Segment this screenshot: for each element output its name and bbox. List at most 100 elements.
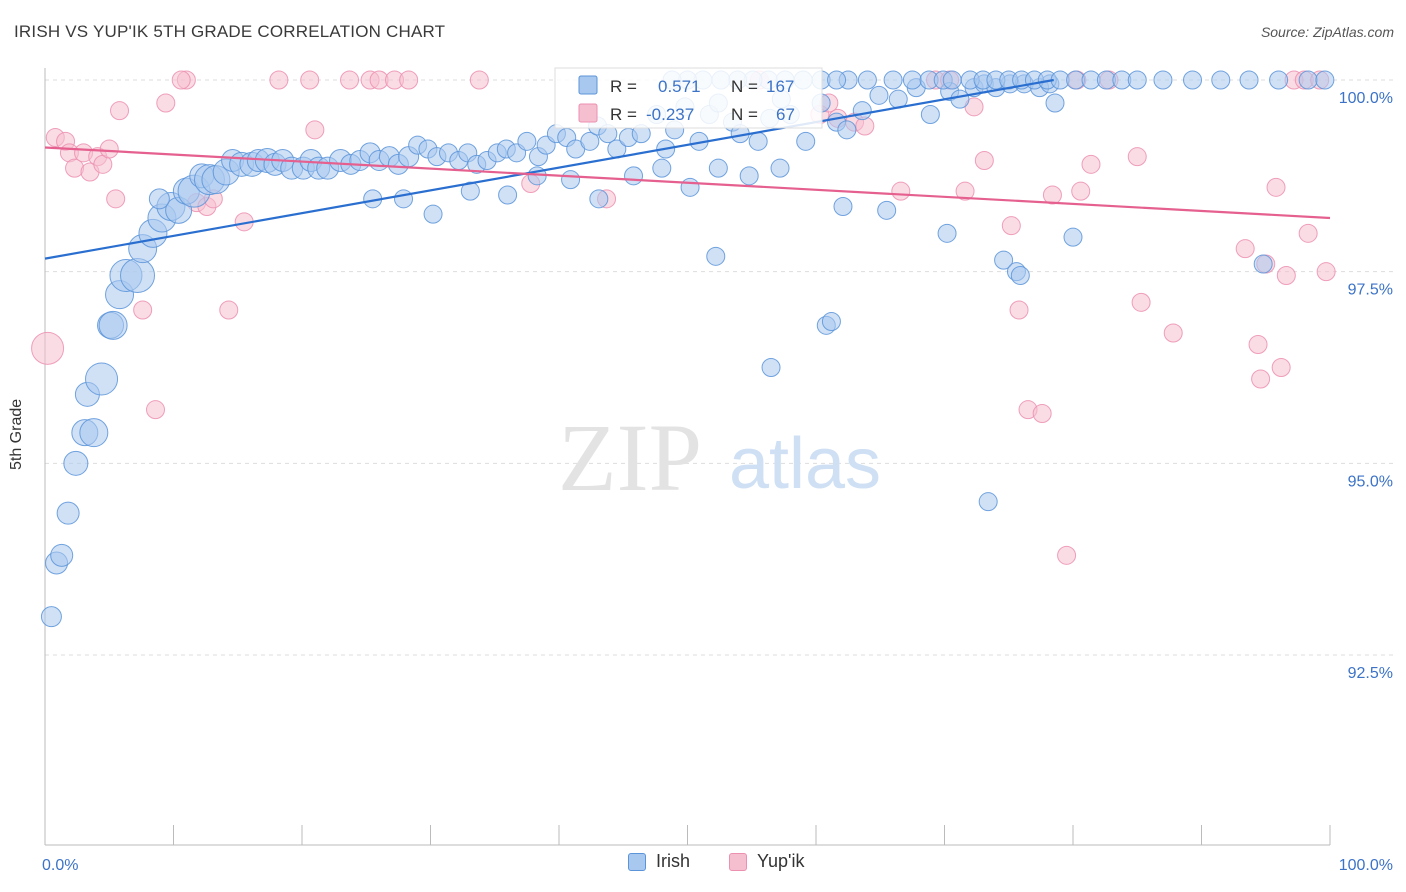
yupik-point: [156, 93, 176, 113]
legend-swatch-irish: [578, 75, 598, 95]
irish-point: [942, 70, 962, 90]
irish-point: [680, 177, 700, 197]
legend-irish-r-label: R =: [610, 77, 637, 96]
x-tick-label: 100.0%: [1339, 857, 1393, 874]
irish-point: [56, 501, 80, 525]
y-tick-label: 100.0%: [1339, 90, 1393, 107]
yupik-point: [110, 101, 130, 121]
watermark-atlas: atlas: [729, 424, 881, 504]
yupik-point: [133, 300, 153, 320]
irish-point: [1269, 70, 1289, 90]
yupik-point: [1071, 181, 1091, 201]
yupik-point: [1271, 358, 1291, 377]
yupik-point: [146, 400, 166, 420]
irish-point: [1315, 70, 1335, 90]
irish-trend-line: [44, 78, 1054, 260]
irish-point: [580, 131, 600, 151]
yupik-point: [1081, 154, 1101, 174]
yupik-point: [219, 300, 239, 320]
legend-yupik-n-value: 67: [776, 105, 795, 124]
irish-point: [517, 131, 537, 151]
irish-point: [978, 492, 998, 512]
irish-point: [423, 204, 443, 224]
yupik-point: [1276, 266, 1296, 285]
irish-point: [761, 358, 781, 377]
legend-item-yupik[interactable]: Yup'ik: [729, 851, 804, 872]
irish-point: [770, 158, 790, 178]
irish-point: [1211, 70, 1231, 90]
yupik-point: [891, 181, 911, 201]
yupik-point: [1316, 262, 1336, 282]
yupik-point: [1248, 335, 1268, 354]
irish-point: [63, 450, 89, 476]
irish-point: [833, 197, 853, 216]
yupik-point: [106, 189, 126, 209]
irish-point: [148, 188, 170, 210]
chart-source: Source: ZipAtlas.com: [1260, 24, 1394, 40]
irish-point: [50, 543, 74, 567]
yupik-point: [1163, 323, 1183, 343]
axes: [44, 68, 1331, 846]
legend-label-yupik: Yup'ik: [757, 851, 805, 871]
legend-swatch-yupik: [729, 852, 747, 871]
irish-point: [98, 310, 128, 340]
trend-lines: [44, 78, 1331, 260]
yupik-point: [469, 70, 489, 90]
legend-bottom: Irish Yup'ik: [0, 851, 1406, 879]
legend-irish-r-value: 0.571: [658, 77, 701, 96]
irish-point: [394, 189, 414, 209]
yupik-point: [1009, 300, 1029, 320]
irish-point: [937, 223, 957, 243]
yupik-point: [1032, 404, 1052, 423]
irish-point: [1010, 266, 1030, 285]
irish-point: [869, 85, 889, 105]
legend-yupik-r-value: -0.237: [646, 105, 694, 124]
yupik-point: [399, 70, 419, 90]
legend-swatch-irish: [628, 852, 646, 871]
yupik-point: [300, 70, 320, 90]
yupik-point: [1127, 147, 1147, 167]
legend-item-irish[interactable]: Irish: [628, 851, 690, 872]
chart-title: IRISH VS YUP'IK 5TH GRADE CORRELATION CH…: [14, 22, 446, 41]
yupik-point: [974, 151, 994, 170]
irish-point: [1253, 254, 1273, 274]
yupik-trend-line: [44, 146, 1331, 220]
irish-point: [1045, 93, 1065, 113]
tick-labels: 100.0% 97.5% 95.0% 92.5% 0.0% 100.0%: [42, 90, 1393, 874]
irish-point: [652, 158, 672, 178]
irish-point: [1183, 70, 1203, 90]
irish-point: [902, 70, 922, 90]
irish-point: [994, 250, 1014, 270]
yupik-point: [1042, 185, 1062, 205]
irish-point: [1127, 70, 1147, 90]
y-tick-label: 97.5%: [1348, 282, 1393, 299]
irish-point: [708, 158, 728, 178]
yupik-point: [1298, 223, 1318, 243]
yupik-point: [340, 70, 360, 90]
watermark-zip: ZIP: [558, 404, 702, 511]
irish-point: [837, 120, 857, 140]
yupik-point: [1001, 216, 1021, 236]
legend-top: R = 0.571 N = 167 R = -0.237 N = 67: [554, 67, 823, 129]
irish-point: [1298, 70, 1318, 90]
irish-point: [1239, 70, 1259, 90]
irish-point: [852, 101, 872, 121]
irish-point: [706, 246, 726, 266]
yupik-point: [171, 70, 191, 90]
irish-point: [748, 131, 768, 151]
yupik-point: [31, 331, 65, 365]
yupik-point: [99, 139, 119, 159]
irish-point: [796, 131, 816, 151]
legend-swatch-yupik: [578, 103, 598, 123]
legend-irish-n-label: N =: [731, 77, 758, 96]
y-tick-label: 92.5%: [1348, 665, 1393, 682]
legend-top-box: [554, 67, 823, 129]
yupik-point: [1251, 369, 1271, 389]
yupik-point: [305, 120, 325, 140]
irish-point: [1063, 227, 1083, 247]
legend-irish-n-value: 167: [766, 77, 794, 96]
irish-point: [920, 105, 940, 124]
yupik-point: [269, 70, 289, 90]
irish-point: [561, 170, 581, 190]
